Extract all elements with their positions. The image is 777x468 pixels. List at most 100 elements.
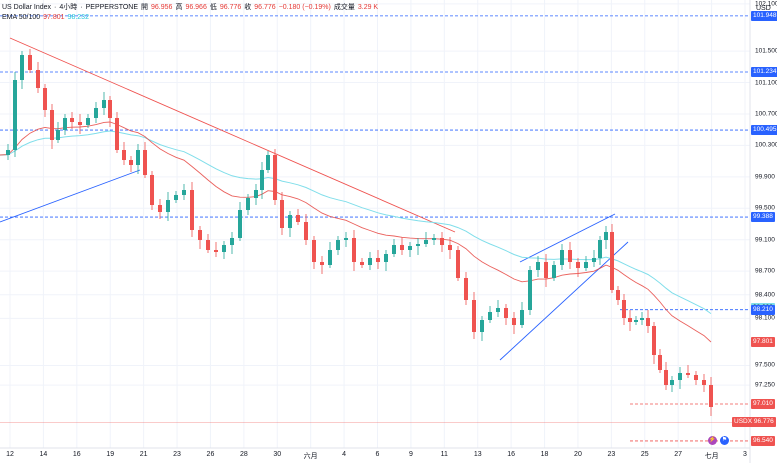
candle-body	[432, 238, 436, 240]
candle-body	[166, 200, 170, 212]
candlestick	[560, 244, 564, 270]
x-tick-label: 6	[375, 451, 380, 458]
open-label: 開	[141, 4, 149, 11]
candle-body	[328, 250, 332, 265]
lightning-icon[interactable]: ⚡	[708, 436, 717, 445]
candlestick	[50, 104, 54, 149]
volume-value: 3.29 K	[357, 4, 379, 11]
downtrend-line	[9, 37, 456, 233]
candlestick	[320, 256, 324, 274]
currency-label[interactable]: USD	[756, 5, 771, 12]
candle-body	[416, 244, 420, 246]
ema100-value: 98.232	[67, 14, 89, 21]
candle-body	[456, 250, 460, 278]
interval-label[interactable]: 4小時	[59, 4, 78, 11]
candle-body	[709, 385, 713, 407]
candlestick	[182, 184, 186, 200]
candle-body	[296, 215, 300, 222]
candlestick	[254, 184, 258, 205]
x-tick-label: 16	[507, 451, 516, 458]
channel-upper-line	[519, 213, 616, 263]
candle-body	[320, 262, 324, 265]
candle-body	[448, 245, 452, 250]
candle-body	[622, 300, 626, 318]
y-tick-label: 100.700	[755, 110, 777, 118]
candle-body	[646, 318, 650, 326]
candlestick	[504, 304, 508, 325]
candle-body	[376, 258, 380, 262]
candle-body	[108, 100, 112, 118]
symbol-name[interactable]: US Dollar Index	[2, 4, 52, 11]
grid	[0, 0, 750, 448]
candle-body	[182, 190, 186, 195]
candlestick	[464, 272, 468, 305]
candle-body	[43, 88, 47, 110]
price-level-label: 101.234	[751, 66, 777, 77]
candlestick	[336, 236, 340, 255]
candle-body	[702, 380, 706, 385]
candle-body	[56, 130, 60, 140]
candlestick	[604, 226, 608, 249]
candle-body	[392, 245, 396, 254]
candle-body	[670, 380, 674, 385]
candlestick	[222, 241, 226, 259]
candlestick	[640, 312, 644, 325]
candle-body	[150, 175, 154, 205]
y-tick-label: 101.100	[755, 79, 777, 87]
price-level-label: 97.010	[751, 398, 775, 409]
candlestick	[384, 250, 388, 271]
candle-body	[560, 250, 564, 265]
ema-legend-row[interactable]: EMA 50/100 97.801 98.232	[2, 13, 378, 23]
symbol-tag: USDX	[734, 418, 754, 426]
last-price-label: USDX 96.776	[732, 417, 776, 428]
candlestick	[416, 238, 420, 255]
last-price-value: 96.776	[753, 418, 774, 426]
high-value: 96.966	[185, 4, 207, 11]
candlestick	[576, 258, 580, 277]
candlestick	[214, 242, 218, 257]
candlestick	[20, 51, 24, 89]
candlestick	[544, 254, 548, 287]
candle-body	[368, 258, 372, 265]
candle-body	[472, 300, 476, 332]
x-tick-label: 23	[607, 451, 616, 458]
candle-body	[488, 312, 492, 320]
candlestick	[70, 112, 74, 129]
candle-body	[230, 238, 234, 245]
candle-body	[174, 195, 178, 200]
x-tick-label: 11	[440, 451, 448, 458]
candlestick	[344, 232, 348, 247]
candle-body	[222, 245, 226, 252]
candle-body	[206, 240, 210, 250]
candlestick	[174, 191, 178, 203]
price-level-label: 100.495	[751, 125, 777, 136]
low-label: 低	[209, 4, 217, 11]
candle-body	[198, 230, 202, 240]
trendlines	[0, 37, 629, 361]
flag-icon[interactable]: ⚑	[720, 436, 729, 445]
candle-body	[280, 200, 284, 228]
exchange-label: PEPPERSTONE	[85, 4, 139, 11]
candle-body	[352, 238, 356, 262]
candlestick	[652, 322, 656, 364]
change-value: −0.180 (−0.19%)	[278, 4, 331, 11]
candle-body	[598, 240, 602, 258]
candlestick	[584, 256, 588, 271]
candle-body	[592, 258, 596, 262]
candle-body	[254, 190, 258, 198]
candlestick	[610, 224, 614, 293]
candlestick	[143, 142, 147, 178]
candle-body	[360, 262, 364, 265]
x-tick-label: 27	[674, 451, 683, 458]
candle-body	[544, 262, 548, 278]
candlestick	[512, 312, 516, 334]
candle-body	[528, 270, 532, 310]
y-tick-label: 101.500	[755, 47, 777, 55]
x-tick-label: 30	[273, 451, 282, 458]
candle-body	[6, 150, 10, 155]
candle-body	[496, 308, 500, 312]
candlestick	[198, 226, 202, 249]
candle-body	[424, 240, 428, 244]
